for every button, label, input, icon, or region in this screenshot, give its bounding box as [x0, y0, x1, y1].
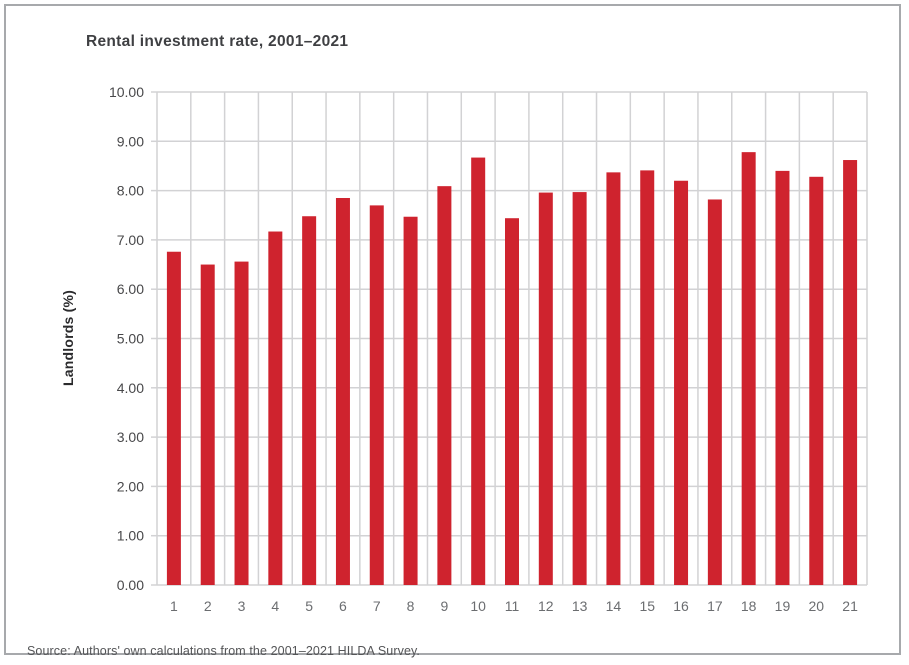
bar-7 [369, 205, 384, 585]
y-tick-label: 0.00 [117, 577, 144, 593]
x-tick-label: 6 [339, 598, 347, 614]
x-tick-label: 4 [271, 598, 279, 614]
source-note: Source: Authors' own calculations from t… [27, 644, 421, 658]
bar-chart-canvas: 0.00 1.00 2.00 3.00 4.00 5.00 6.00 7.00 8.00 9.00… [109, 84, 868, 614]
bar-3 [234, 261, 249, 585]
x-tick-label: 16 [673, 598, 689, 614]
x-tick-label: 2 [204, 598, 212, 614]
x-tick-label: 13 [572, 598, 588, 614]
y-tick-label: 10.00 [109, 84, 144, 100]
x-tick-label: 3 [238, 598, 246, 614]
bar-6 [335, 197, 350, 585]
bar-2 [200, 264, 215, 585]
bar-11 [505, 218, 519, 585]
x-tick-label: 15 [639, 598, 655, 614]
x-tick-label: 18 [741, 598, 757, 614]
bar-10 [471, 157, 486, 585]
y-tick-label: 6.00 [117, 281, 144, 297]
x-tick-label: 12 [538, 598, 554, 614]
bar-18 [741, 152, 756, 585]
x-tick-label: 19 [775, 598, 791, 614]
y-tick-label: 7.00 [117, 232, 144, 248]
bar-12 [538, 192, 553, 585]
x-tick-label: 8 [407, 598, 415, 614]
bar-15 [640, 170, 655, 585]
y-tick-label: 2.00 [117, 478, 144, 494]
bar-20 [809, 176, 824, 585]
bar-4 [268, 231, 283, 586]
x-tick-label: 1 [170, 598, 178, 614]
chart-title: Rental investment rate, 2001–2021 [86, 33, 349, 50]
x-tick-label: 21 [842, 598, 858, 614]
y-tick-label: 5.00 [117, 331, 144, 347]
x-tick-label: 20 [808, 598, 824, 614]
bar-5 [302, 216, 317, 585]
bar-1 [166, 251, 181, 585]
x-tick-label: 9 [440, 598, 448, 614]
y-tick-label: 1.00 [117, 528, 144, 544]
x-tick-label: 10 [470, 598, 486, 614]
y-tick-label: 8.00 [117, 183, 144, 199]
y-tick-label: 3.00 [117, 429, 144, 445]
bar-19 [775, 170, 790, 585]
x-tick-label: 11 [505, 598, 520, 614]
bar-14 [606, 172, 621, 585]
x-tick-label: 14 [606, 598, 622, 614]
bar-21 [843, 160, 858, 585]
x-tick-label: 5 [305, 598, 313, 614]
figure-frame: Rental investment rate, 2001–2021 Landlo… [4, 4, 901, 658]
bar-9 [437, 186, 452, 585]
bar-16 [674, 180, 689, 586]
bar-17 [707, 199, 722, 585]
bar-13 [572, 192, 587, 586]
bar-8 [403, 216, 418, 585]
x-tick-label: 7 [373, 598, 381, 614]
x-tick-label: 17 [707, 598, 723, 614]
y-tick-label: 9.00 [117, 133, 144, 149]
y-tick-label: 4.00 [117, 380, 144, 396]
